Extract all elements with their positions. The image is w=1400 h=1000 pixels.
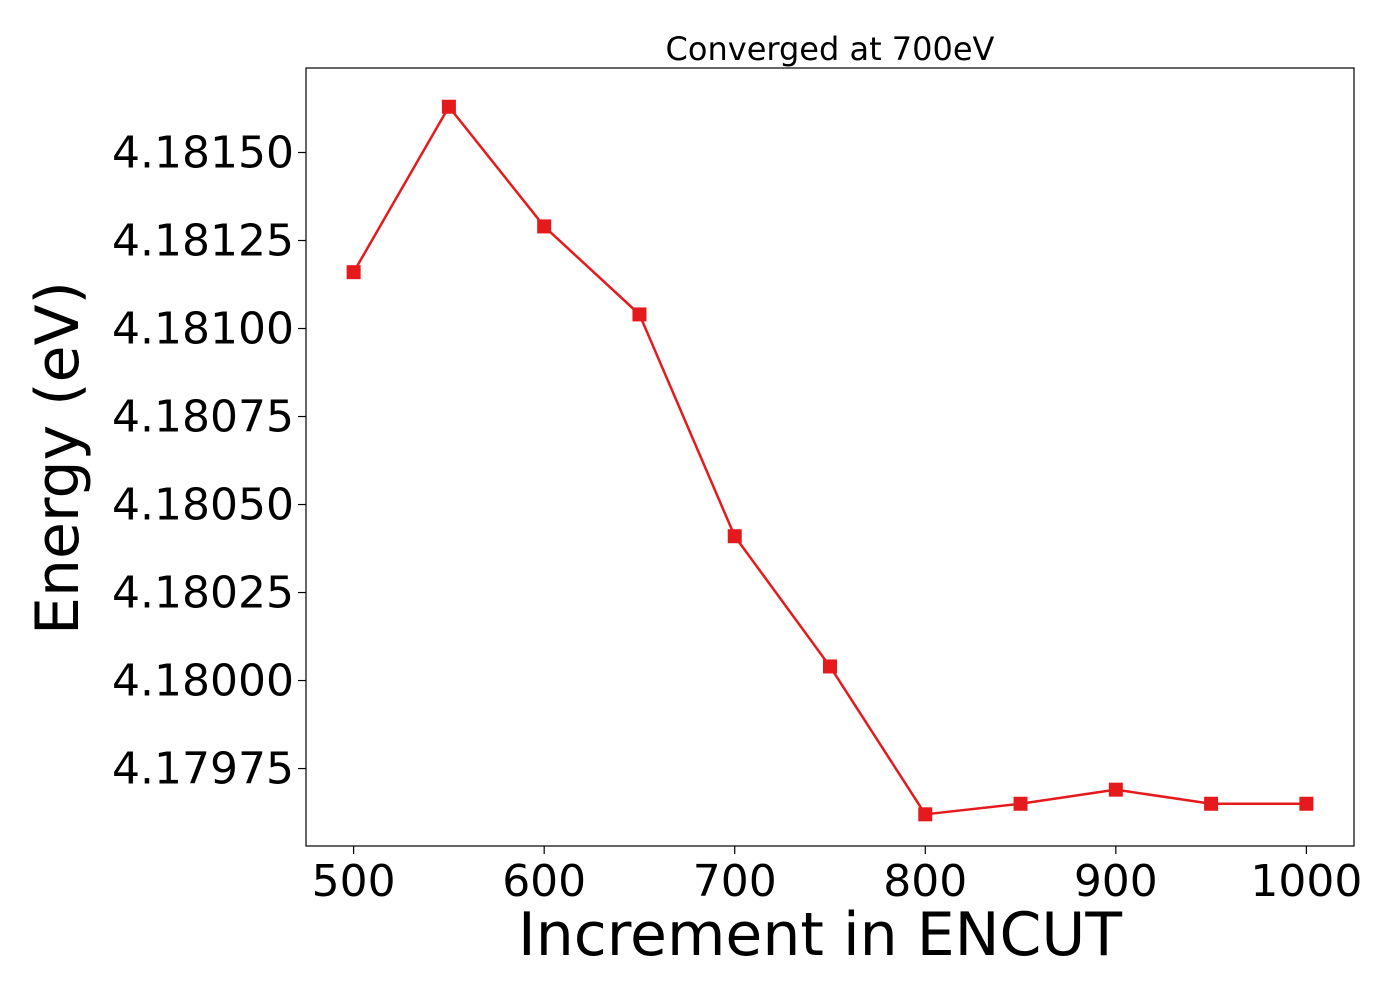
data-point-marker bbox=[1108, 782, 1123, 797]
y-tick-label: 4.18050 bbox=[112, 480, 294, 531]
data-point-marker bbox=[823, 659, 837, 674]
data-point-marker bbox=[1299, 796, 1314, 811]
chart-title: Converged at 700eV bbox=[666, 30, 995, 68]
x-axis-title: Increment in ENCUT bbox=[518, 900, 1122, 970]
x-tick-label: 900 bbox=[1074, 856, 1158, 907]
x-tick-label: 600 bbox=[502, 856, 586, 907]
y-tick-label: 4.18025 bbox=[112, 568, 294, 619]
x-axis-ticks: 500 600 700 800 900 1000 bbox=[312, 846, 1362, 907]
x-tick-label: 800 bbox=[883, 856, 967, 907]
series-layer bbox=[346, 99, 1314, 822]
y-axis-title: Energy (eV) bbox=[23, 281, 93, 635]
y-tick-label: 4.18075 bbox=[112, 392, 294, 443]
x-tick-label: 500 bbox=[312, 856, 396, 907]
data-point-marker bbox=[1204, 796, 1219, 811]
y-tick-label: 4.18125 bbox=[112, 215, 294, 266]
y-tick-label: 4.18150 bbox=[112, 127, 294, 178]
y-tick-label: 4.17975 bbox=[112, 744, 294, 795]
data-point-marker bbox=[918, 807, 933, 822]
y-tick-label: 4.18000 bbox=[112, 656, 294, 707]
data-point-marker bbox=[346, 265, 361, 280]
data-point-marker bbox=[632, 307, 647, 322]
data-point-marker bbox=[441, 99, 456, 114]
data-point-marker bbox=[727, 529, 742, 544]
data-point-marker bbox=[1013, 796, 1028, 811]
x-tick-label: 1000 bbox=[1250, 856, 1362, 907]
plot-area-frame bbox=[305, 67, 1355, 847]
x-tick-label: 700 bbox=[693, 856, 777, 907]
y-axis-ticks: 4.17975 4.18000 4.18025 4.18050 4.18075 4.181… bbox=[112, 127, 306, 795]
data-point-marker bbox=[537, 219, 552, 234]
y-tick-label: 4.18100 bbox=[112, 304, 294, 355]
